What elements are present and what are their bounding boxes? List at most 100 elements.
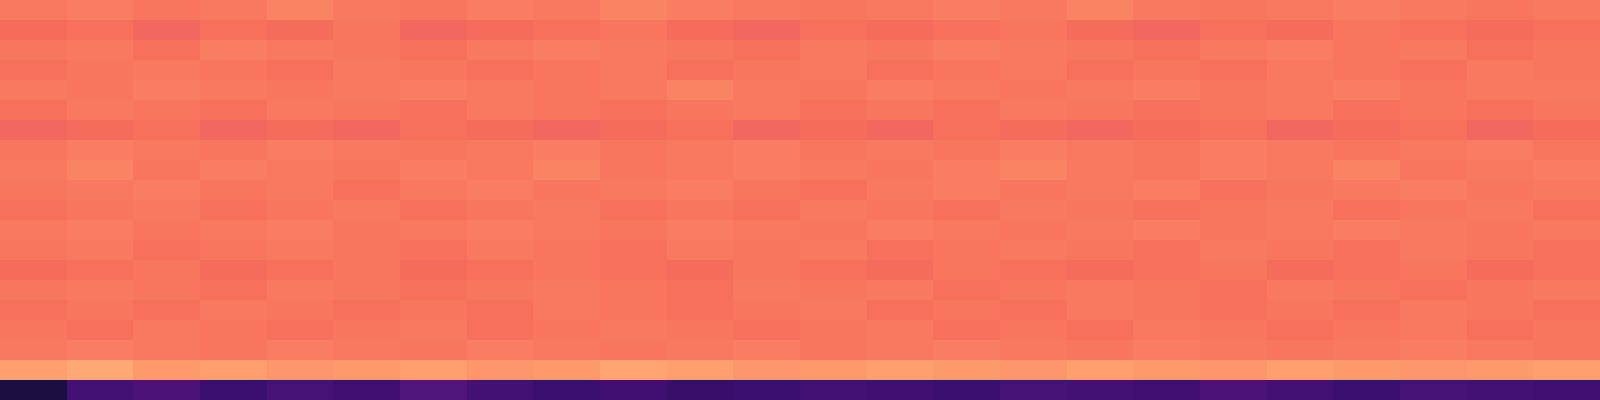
heatmap-cell xyxy=(1133,20,1200,41)
heatmap-cell xyxy=(1133,240,1200,261)
heatmap-cell xyxy=(1267,180,1334,201)
heatmap-cell xyxy=(1400,20,1467,41)
heatmap-cell xyxy=(0,320,67,341)
heatmap-cell xyxy=(1200,140,1267,161)
heatmap-cell xyxy=(400,80,467,101)
heatmap-cell xyxy=(1533,360,1600,381)
heatmap-cell xyxy=(1267,120,1334,141)
heatmap-cell xyxy=(800,160,867,181)
heatmap-cell xyxy=(1267,320,1334,341)
heatmap-cell xyxy=(333,340,400,361)
heatmap-cell xyxy=(400,360,467,381)
heatmap-cell xyxy=(1067,60,1134,81)
heatmap-cell xyxy=(867,340,934,361)
heatmap-cell xyxy=(0,60,67,81)
heatmap-cell xyxy=(1067,180,1134,201)
heatmap-cell xyxy=(1067,340,1134,361)
heatmap-cell xyxy=(533,240,600,261)
heatmap-cell xyxy=(333,320,400,341)
heatmap-cell xyxy=(133,320,200,341)
heatmap-cell xyxy=(800,140,867,161)
heatmap-cell xyxy=(67,200,134,221)
heatmap-cell xyxy=(1133,160,1200,181)
heatmap-cell xyxy=(800,180,867,201)
heatmap-cell xyxy=(1400,120,1467,141)
heatmap-cell xyxy=(867,0,934,21)
heatmap-cell xyxy=(467,180,534,201)
heatmap-cell xyxy=(400,320,467,341)
heatmap-cell xyxy=(333,280,400,301)
heatmap-cell xyxy=(600,200,667,221)
heatmap-cell xyxy=(1000,40,1067,61)
heatmap-cell xyxy=(1467,140,1534,161)
heatmap-cell xyxy=(733,40,800,61)
heatmap-cell xyxy=(1200,80,1267,101)
heatmap-cell xyxy=(1000,220,1067,241)
heatmap-cell xyxy=(467,220,534,241)
heatmap-cell xyxy=(1467,260,1534,281)
heatmap-cell xyxy=(67,280,134,301)
heatmap-cell xyxy=(1400,100,1467,121)
heatmap-cell xyxy=(733,320,800,341)
heatmap-cell xyxy=(1533,300,1600,321)
heatmap-cell xyxy=(133,240,200,261)
heatmap-cell xyxy=(1400,320,1467,341)
heatmap-cell xyxy=(200,340,267,361)
heatmap-cell xyxy=(200,100,267,121)
heatmap-cell xyxy=(933,60,1000,81)
heatmap-cell xyxy=(800,60,867,81)
heatmap-cell xyxy=(1000,140,1067,161)
heatmap-cell xyxy=(333,160,400,181)
heatmap-cell xyxy=(1533,120,1600,141)
heatmap-cell xyxy=(1267,340,1334,361)
heatmap-cell xyxy=(133,380,200,400)
heatmap-cell xyxy=(1400,60,1467,81)
heatmap-cell xyxy=(533,180,600,201)
heatmap-cell xyxy=(1333,220,1400,241)
heatmap-cell xyxy=(467,300,534,321)
heatmap-cell xyxy=(200,80,267,101)
heatmap-cell xyxy=(133,340,200,361)
heatmap-cell xyxy=(733,240,800,261)
heatmap-cell xyxy=(1267,80,1334,101)
heatmap-cell xyxy=(600,140,667,161)
heatmap-cell xyxy=(733,160,800,181)
heatmap-cell xyxy=(1333,160,1400,181)
heatmap-cell xyxy=(533,0,600,21)
heatmap-cell xyxy=(1133,260,1200,281)
heatmap-cell xyxy=(667,80,734,101)
heatmap-cell xyxy=(1000,380,1067,400)
heatmap-cell xyxy=(733,180,800,201)
heatmap-cell xyxy=(667,20,734,41)
heatmap-cell xyxy=(1000,280,1067,301)
heatmap-cell xyxy=(1200,40,1267,61)
heatmap-cell xyxy=(933,0,1000,21)
heatmap-cell xyxy=(667,220,734,241)
heatmap-cell xyxy=(800,240,867,261)
heatmap-cell xyxy=(333,80,400,101)
heatmap-cell xyxy=(1533,240,1600,261)
heatmap-cell xyxy=(867,160,934,181)
heatmap-cell xyxy=(1000,240,1067,261)
heatmap-cell xyxy=(333,40,400,61)
heatmap-cell xyxy=(267,240,334,261)
heatmap-cell xyxy=(1000,200,1067,221)
heatmap-cell xyxy=(1467,240,1534,261)
heatmap-cell xyxy=(667,60,734,81)
heatmap-cell xyxy=(933,260,1000,281)
heatmap-cell xyxy=(200,260,267,281)
heatmap-cell xyxy=(1333,40,1400,61)
heatmap-cell xyxy=(333,60,400,81)
heatmap-cell xyxy=(0,0,67,21)
heatmap-cell xyxy=(0,380,67,400)
heatmap-cell xyxy=(133,140,200,161)
heatmap-cell xyxy=(200,20,267,41)
heatmap-cell xyxy=(467,200,534,221)
heatmap-cell xyxy=(1467,220,1534,241)
heatmap-cell xyxy=(333,360,400,381)
heatmap-cell xyxy=(533,320,600,341)
heatmap-cell xyxy=(1000,160,1067,181)
heatmap-cell xyxy=(400,40,467,61)
heatmap-cell xyxy=(1133,140,1200,161)
heatmap-cell xyxy=(333,100,400,121)
